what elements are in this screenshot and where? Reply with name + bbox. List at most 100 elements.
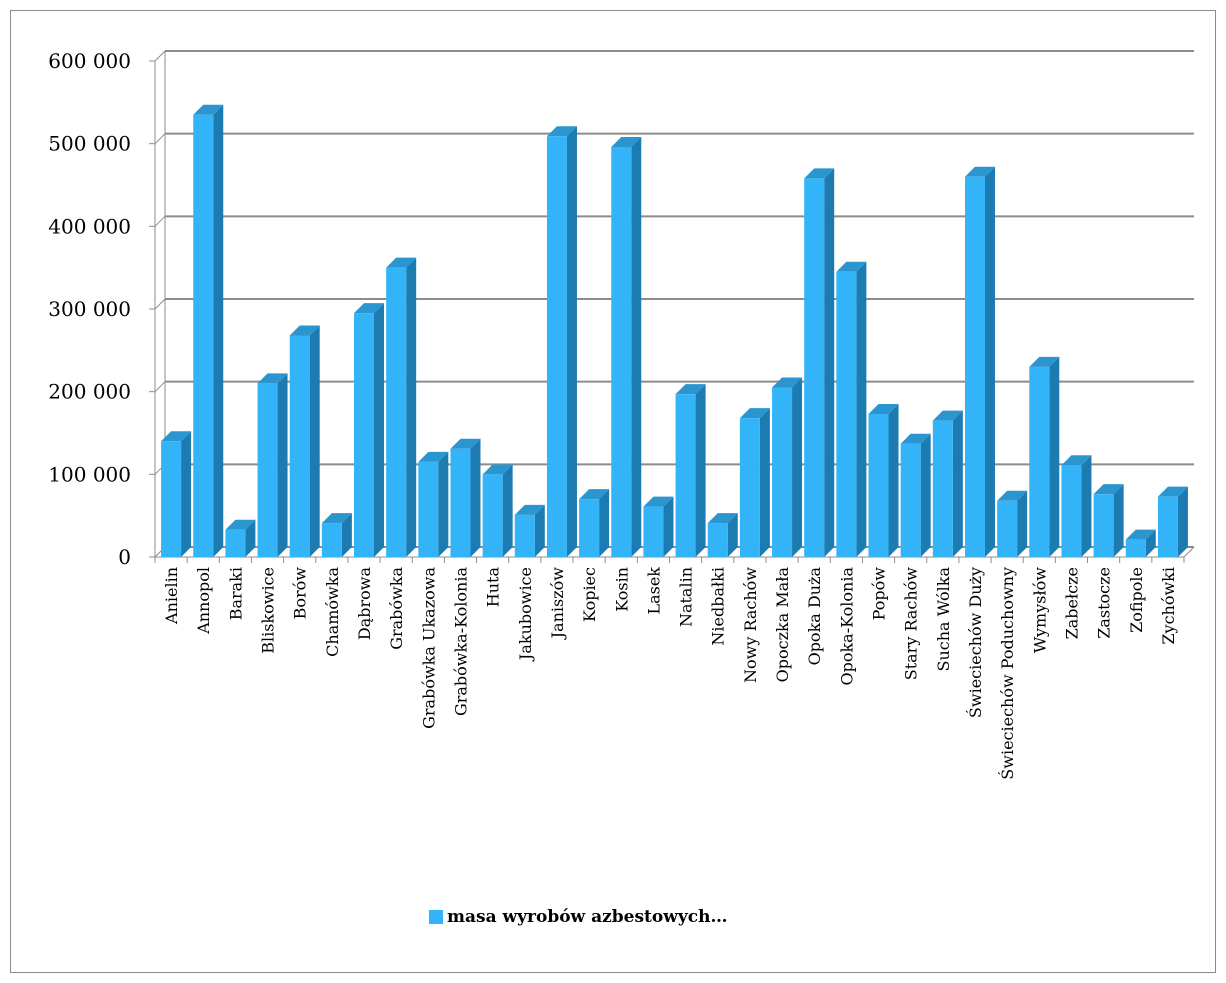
bar-top [900,433,931,444]
gridline-diag [154,381,166,393]
bar-front [161,441,182,557]
x-tick-label: Huta [484,567,503,608]
x-tick-label: Chamówka [323,567,342,657]
bar-front [321,523,342,557]
bar-front [707,523,728,557]
bar [1061,455,1092,557]
x-tick-label: Kopiec [580,567,599,622]
bar-side [952,410,963,557]
bar [418,451,449,557]
bar [836,261,867,557]
bar-side [213,104,224,557]
bar [997,490,1028,557]
bar-side [695,384,706,557]
bar-top [1157,486,1188,497]
bar [225,519,256,557]
bar [257,373,288,557]
bar-side [1049,356,1060,557]
bar-side [277,373,288,557]
bar-front [482,474,503,557]
bar-top [739,408,770,419]
bar-top [675,384,706,395]
bar-front [1157,496,1178,557]
bar-front [386,267,407,557]
bar [482,464,513,557]
x-tick-label: Grabówka [387,567,406,650]
bar-side [245,519,256,557]
x-tick-label: Opoczka Mała [773,567,792,683]
x-tick-label: Anielin [162,567,181,625]
bar-front [225,529,246,557]
bar-front [514,514,535,557]
bar-top [1125,529,1156,540]
bar-front [804,178,825,558]
bar-side [534,504,545,557]
bar-side [438,451,449,557]
bar-top [772,377,803,388]
bar-side [1017,490,1028,557]
bar-side [1145,529,1156,557]
bar-front [932,420,953,557]
bar-front [1093,494,1114,557]
bar [161,431,192,557]
bar-top [836,261,867,272]
x-tick-label: Wymysłów [1030,567,1049,653]
bar-top [1029,356,1060,367]
bar-top [804,168,835,179]
x-tick-label: Grabówka Ukazowa [419,567,438,729]
x-tick-label: Grabówka-Kolonia [451,567,470,717]
bar-front [964,176,985,557]
bar-top [514,504,545,515]
bar-top [1061,455,1092,466]
bar-side [406,257,417,557]
x-tick-label: Świeciechów Poduchowny [997,567,1017,780]
y-tick-label: 0 [118,545,131,569]
bar-top [546,126,577,137]
bar-side [856,261,867,557]
y-tick-label: 200 000 [48,380,131,404]
bar [643,496,674,557]
bar-top [482,464,513,475]
bar-front [546,136,567,557]
bar [964,166,995,557]
y-tick-label: 100 000 [48,462,131,486]
bar [804,168,835,558]
bar [900,433,931,557]
bar-top [161,431,192,442]
y-tick-label: 500 000 [48,132,131,156]
floor-edge [1183,546,1195,558]
bar [579,489,610,557]
bar [289,325,320,557]
x-axis-tick-labels: Anielin Annopol Baraki Bliskowice Borów Chamó… [162,567,1178,780]
y-tick-label: 400 000 [48,214,131,238]
x-tick-label: Jakubowice [516,567,535,662]
legend-label: masa wyrobów azbestowych… [447,907,728,927]
bar-front [900,443,921,557]
bar-side [1177,486,1188,557]
bar-side [470,438,481,557]
bar [193,104,224,557]
x-tick-label: Zofipole [1127,567,1146,633]
bar-top [386,257,417,268]
bar-top [579,489,610,500]
x-tick-label: Opoka Duża [805,567,824,666]
gridline-diag [154,50,166,62]
x-tick-label: Nowy Rachów [741,567,760,683]
bar [707,513,738,557]
bar-top [321,513,352,524]
bar-side [374,303,385,557]
x-tick-label: Zastocze [1095,567,1114,639]
bar-top [611,136,642,147]
bar [321,513,352,557]
x-tick-label: Natalin [677,567,696,627]
x-tick-label: Świeciechów Duży [965,567,985,718]
bar-side [792,377,803,557]
bar-top [289,325,320,336]
bar-front [1125,539,1146,557]
x-tick-label: Bliskowice [259,567,278,654]
bar [514,504,545,557]
y-axis-tick-labels: 0 100 000 200 000 300 000 400 000 500 000 600 … [48,49,131,569]
bar [611,136,642,557]
bar-side [599,489,610,557]
